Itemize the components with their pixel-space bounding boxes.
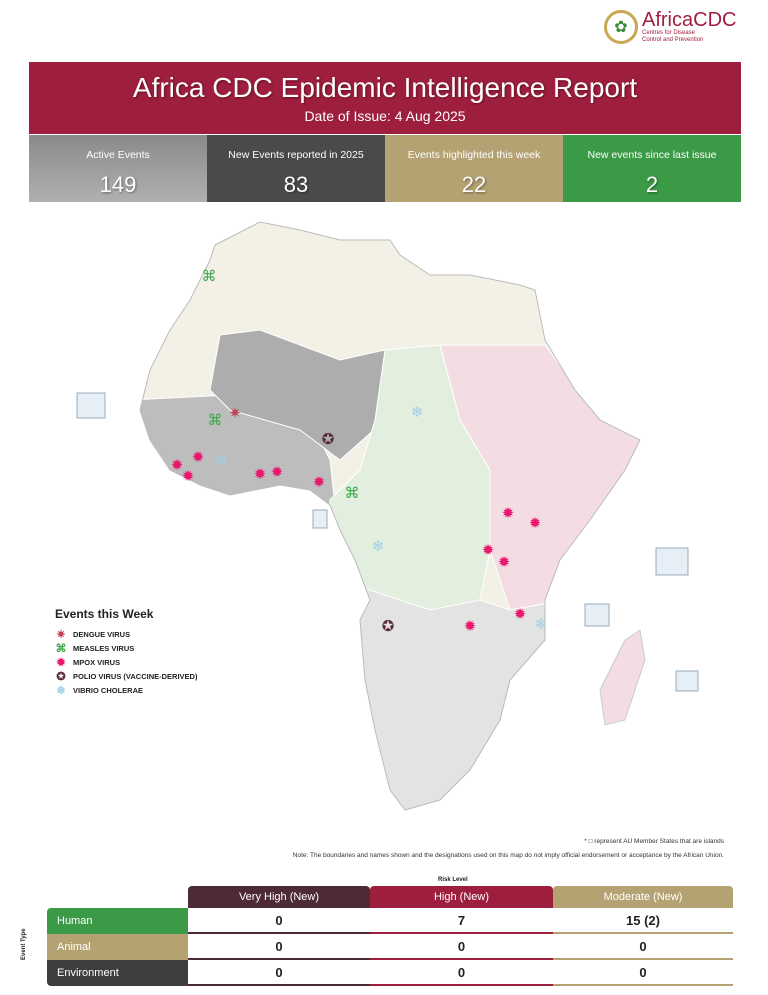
mpox-event-marker: ✹ <box>182 468 195 485</box>
africa-map: ⌘✷⌘✪❄✹✹✹❄✹ ✹✹⌘❄✹✹✹✹✹✹ ❄✪ <box>76 221 699 811</box>
mpox-event-marker: ✹ <box>514 606 527 623</box>
cell-human-high: 7 <box>370 908 553 934</box>
stat-highlighted-week: Events highlighted this week 22 <box>385 135 563 202</box>
measles-event-marker: ⌘ <box>202 268 217 285</box>
cell-env-moderate: 0 <box>553 960 733 986</box>
dengue-icon: ✷ <box>56 628 66 641</box>
island-marker <box>655 547 689 576</box>
mpox-event-marker: ✹ <box>254 466 267 483</box>
cell-animal-very-high: 0 <box>188 934 370 960</box>
polio-event-marker: ✪ <box>382 618 395 635</box>
legend-polio: ✪ POLIO VIRUS (VACCINE-DERIVED) <box>56 670 198 683</box>
col-very-high: Very High (New) <box>188 886 370 908</box>
row-animal: Animal <box>47 934 188 960</box>
event-type-label: Event Type <box>21 928 27 960</box>
island-marker <box>312 509 328 529</box>
cholera-event-marker: ❄ <box>411 404 424 421</box>
cholera-event-marker: ❄ <box>535 616 548 633</box>
madagascar <box>599 629 646 726</box>
stat-new-since-last: New events since last issue 2 <box>563 135 741 202</box>
report-banner: Africa CDC Epidemic Intelligence Report … <box>29 62 741 134</box>
polio-icon: ✪ <box>56 670 66 683</box>
mpox-event-marker: ✹ <box>313 474 326 491</box>
disclaimer-note: Note: The boundaries and names shown and… <box>292 852 724 859</box>
island-marker <box>584 603 610 627</box>
col-high: High (New) <box>370 886 553 908</box>
mpox-event-marker: ✹ <box>529 515 542 532</box>
measles-event-marker: ⌘ <box>208 412 223 429</box>
mpox-event-marker: ✹ <box>502 505 515 522</box>
mpox-event-marker: ✹ <box>271 464 284 481</box>
col-moderate: Moderate (New) <box>553 886 733 908</box>
cholera-event-marker: ❄ <box>215 453 228 470</box>
cell-env-very-high: 0 <box>188 960 370 986</box>
cholera-icon: ❄ <box>56 684 66 697</box>
cholera-event-marker: ❄ <box>372 538 385 555</box>
cell-human-moderate: 15 (2) <box>553 908 733 934</box>
issue-date: Date of Issue: 4 Aug 2025 <box>304 108 466 124</box>
cell-env-high: 0 <box>370 960 553 986</box>
legend-cholera: ❄ VIBRIO CHOLERAE <box>56 684 144 697</box>
cell-animal-high: 0 <box>370 934 553 960</box>
stat-new-events-2025: New Events reported in 2025 83 <box>207 135 385 202</box>
islands-note: * □ represent AU Member States that are … <box>584 838 724 845</box>
africa-cdc-logo: ✿ AfricaCDC Centres for Disease Control … <box>604 10 736 44</box>
mpox-icon: ✹ <box>56 656 66 669</box>
island-marker <box>675 670 699 692</box>
mpox-event-marker: ✹ <box>171 457 184 474</box>
risk-level-title: Risk Level <box>438 877 468 883</box>
stat-active-events: Active Events 149 <box>29 135 207 202</box>
row-human: Human <box>47 908 188 934</box>
dengue-event-marker: ✷ <box>229 405 242 422</box>
measles-event-marker: ⌘ <box>345 485 360 502</box>
cell-human-very-high: 0 <box>188 908 370 934</box>
island-markers <box>76 392 699 692</box>
island-marker <box>76 392 106 419</box>
legend-mpox: ✹ MPOX VIRUS <box>56 656 121 669</box>
polio-event-marker: ✪ <box>322 431 335 448</box>
africa-emblem-icon: ✿ <box>604 10 638 44</box>
stats-bar: Active Events 149 New Events reported in … <box>29 135 741 202</box>
mpox-event-marker: ✹ <box>464 618 477 635</box>
measles-icon: ⌘ <box>55 642 67 655</box>
cell-animal-moderate: 0 <box>553 934 733 960</box>
row-environment: Environment <box>47 960 188 986</box>
mpox-event-marker: ✹ <box>482 542 495 559</box>
mpox-event-marker: ✹ <box>498 554 511 571</box>
legend-dengue: ✷ DENGUE VIRUS <box>56 628 131 641</box>
map-legend: Events this Week ✷ DENGUE VIRUS ⌘ MEASLES … <box>55 607 198 697</box>
region-sahel <box>209 329 386 461</box>
legend-measles: ⌘ MEASLES VIRUS <box>55 642 135 655</box>
page-title: Africa CDC Epidemic Intelligence Report <box>132 72 638 103</box>
mpox-event-marker: ✹ <box>192 449 205 466</box>
